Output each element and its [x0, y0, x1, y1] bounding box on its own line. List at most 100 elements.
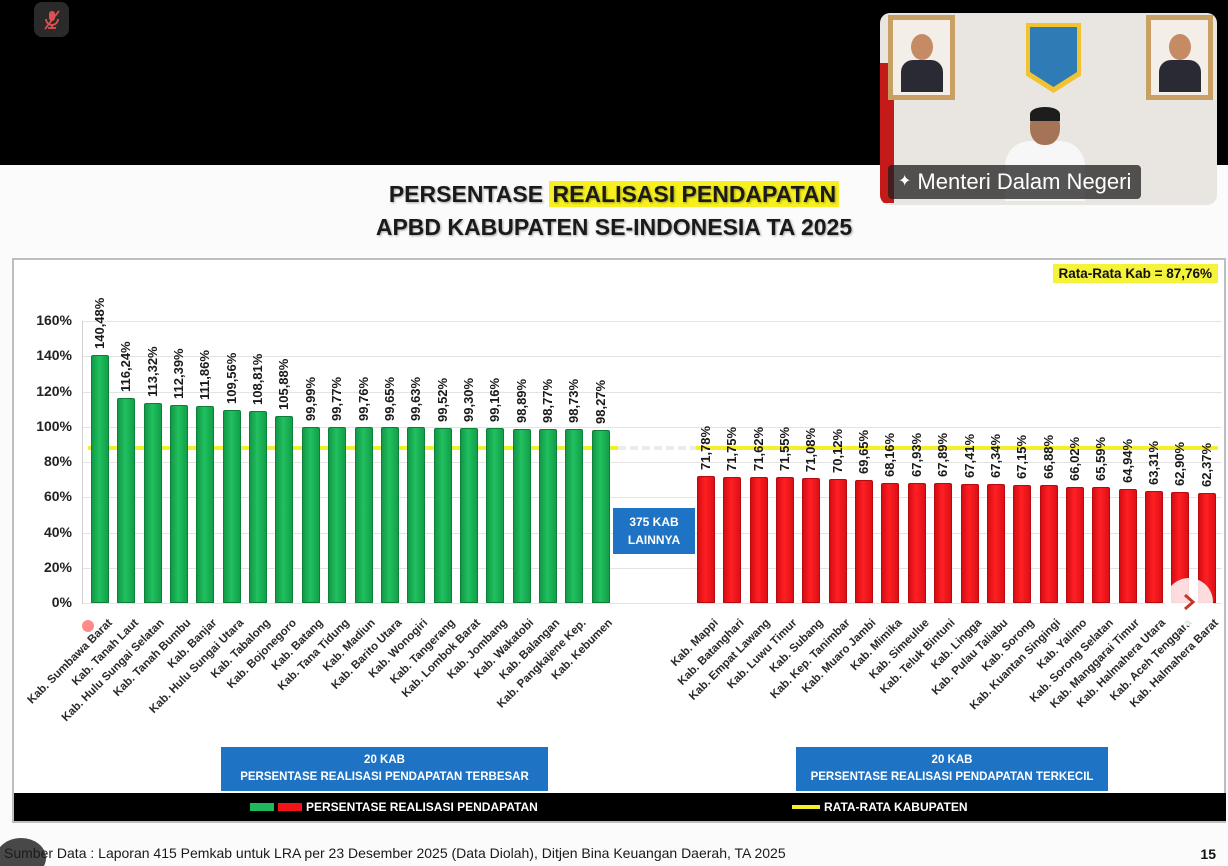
value-label: 98,77%: [539, 378, 555, 423]
value-label: 67,41%: [961, 434, 977, 479]
bar-green[interactable]: [196, 405, 215, 603]
bar-green[interactable]: [249, 411, 268, 603]
gridline: [82, 356, 1222, 358]
bar-red[interactable]: [1039, 485, 1058, 603]
top-group-title: PERSENTASE REALISASI PENDAPATAN TERBESAR: [240, 771, 529, 783]
gridline: [82, 321, 1222, 322]
value-label: 69,65%: [856, 430, 872, 475]
value-label: 67,34%: [987, 434, 1003, 479]
value-label: 65,59%: [1093, 437, 1109, 482]
green-swatch-icon: [250, 803, 274, 811]
value-label: 64,94%: [1119, 438, 1135, 483]
chevron-right-icon: [1184, 593, 1196, 611]
speaker-name-tag: ✦ Menteri Dalam Negeri: [888, 165, 1142, 199]
top-group-label: 20 KAB PERSENTASE REALISASI PENDAPATAN T…: [221, 747, 548, 791]
speaker-video-tile[interactable]: ✦ Menteri Dalam Negeri: [880, 13, 1217, 205]
bar-green[interactable]: [565, 428, 584, 603]
value-label: 67,89%: [935, 433, 951, 478]
bar-green[interactable]: [91, 355, 109, 603]
bar-red[interactable]: [907, 483, 926, 603]
value-label: 112,39%: [171, 348, 187, 399]
yellow-line-icon: [792, 805, 820, 809]
value-label: 66,88%: [1040, 435, 1056, 480]
value-label: 71,08%: [803, 427, 819, 472]
value-label: 67,15%: [1014, 434, 1030, 479]
gridline: [82, 497, 1222, 499]
portrait-frame-right: [1146, 15, 1213, 100]
bar-green[interactable]: [117, 398, 136, 603]
gridline: [82, 426, 1222, 428]
bar-red[interactable]: [749, 476, 768, 603]
bar-red[interactable]: [828, 479, 847, 603]
bar-red[interactable]: [697, 476, 715, 603]
value-label: 62,37%: [1198, 442, 1214, 488]
gridline: [82, 603, 1222, 604]
next-slide-button[interactable]: [1165, 578, 1213, 626]
bar-red[interactable]: [934, 483, 953, 603]
bar-red[interactable]: [1118, 488, 1137, 603]
bar-green[interactable]: [143, 403, 162, 603]
mute-indicator[interactable]: [34, 2, 69, 37]
value-label: 98,73%: [566, 378, 582, 423]
pointer-overlay: [0, 838, 46, 866]
value-label: 71,55%: [777, 426, 793, 471]
pin-icon: ✦: [898, 173, 912, 190]
red-swatch-icon: [278, 803, 302, 811]
gridline: [82, 462, 1222, 463]
bar-red[interactable]: [1013, 484, 1032, 603]
chart-legend: PERSENTASE REALISASI PENDAPATAN RATA-RAT…: [14, 793, 1226, 821]
value-label: 99,77%: [329, 377, 345, 422]
bar-red[interactable]: [960, 484, 979, 603]
bar-green[interactable]: [301, 426, 320, 603]
value-label: 113,32%: [144, 346, 160, 398]
bar-red[interactable]: [1065, 486, 1084, 603]
legend-bars-label: PERSENTASE REALISASI PENDAPATAN: [306, 800, 538, 814]
page-number: 15: [1200, 846, 1216, 862]
average-badge: Rata-Rata Kab = 87,76%: [1052, 264, 1218, 283]
bar-red[interactable]: [802, 477, 821, 603]
speaker-name: Menteri Dalam Negeri: [917, 169, 1132, 194]
bar-green[interactable]: [538, 428, 557, 603]
bottom-group-count: 20 KAB: [931, 754, 973, 766]
portrait-frame-left: [888, 15, 955, 100]
bar-green[interactable]: [591, 429, 610, 603]
bar-green[interactable]: [170, 404, 189, 603]
bar-red[interactable]: [855, 480, 874, 603]
y-tick-label: 20%: [43, 558, 72, 575]
bar-red[interactable]: [1144, 491, 1163, 603]
value-label: 99,52%: [434, 377, 450, 422]
bar-green[interactable]: [354, 427, 373, 603]
other-label: LAINNYA: [627, 533, 681, 547]
y-tick-label: 160%: [36, 312, 72, 328]
y-tick-label: 140%: [36, 347, 72, 364]
bar-red[interactable]: [776, 476, 795, 603]
bar-red[interactable]: [881, 482, 900, 603]
y-tick-label: 100%: [36, 417, 72, 434]
top-group-count: 20 KAB: [364, 754, 405, 766]
bar-green[interactable]: [512, 428, 531, 603]
source-note: Sumber Data : Laporan 415 Pemkab untuk L…: [4, 845, 786, 861]
bar-red[interactable]: [986, 484, 1005, 603]
bar-green[interactable]: [222, 409, 241, 603]
value-label: 99,99%: [302, 376, 318, 421]
legend-line-label: RATA-RATA KABUPATEN: [824, 800, 968, 814]
bar-green[interactable]: [433, 427, 452, 603]
y-tick-label: 40%: [43, 523, 72, 540]
value-label: 98,89%: [513, 378, 529, 423]
y-tick-label: 120%: [36, 382, 72, 399]
value-label: 140,48%: [92, 298, 107, 350]
title-line1-prefix: PERSENTASE: [388, 181, 550, 207]
bar-red[interactable]: [723, 476, 742, 603]
bar-red[interactable]: [1092, 487, 1111, 603]
bar-green[interactable]: [459, 427, 478, 603]
bar-green[interactable]: [486, 428, 505, 603]
value-label: 99,16%: [487, 378, 503, 423]
bar-green[interactable]: [407, 427, 426, 603]
bar-green[interactable]: [380, 427, 399, 603]
bottom-group-label: 20 KAB PERSENTASE REALISASI PENDAPATAN T…: [796, 747, 1108, 791]
value-label: 111,86%: [197, 349, 213, 400]
value-label: 99,65%: [381, 377, 397, 422]
value-label: 68,16%: [882, 432, 898, 477]
bar-green[interactable]: [275, 416, 294, 603]
bar-green[interactable]: [328, 427, 347, 603]
